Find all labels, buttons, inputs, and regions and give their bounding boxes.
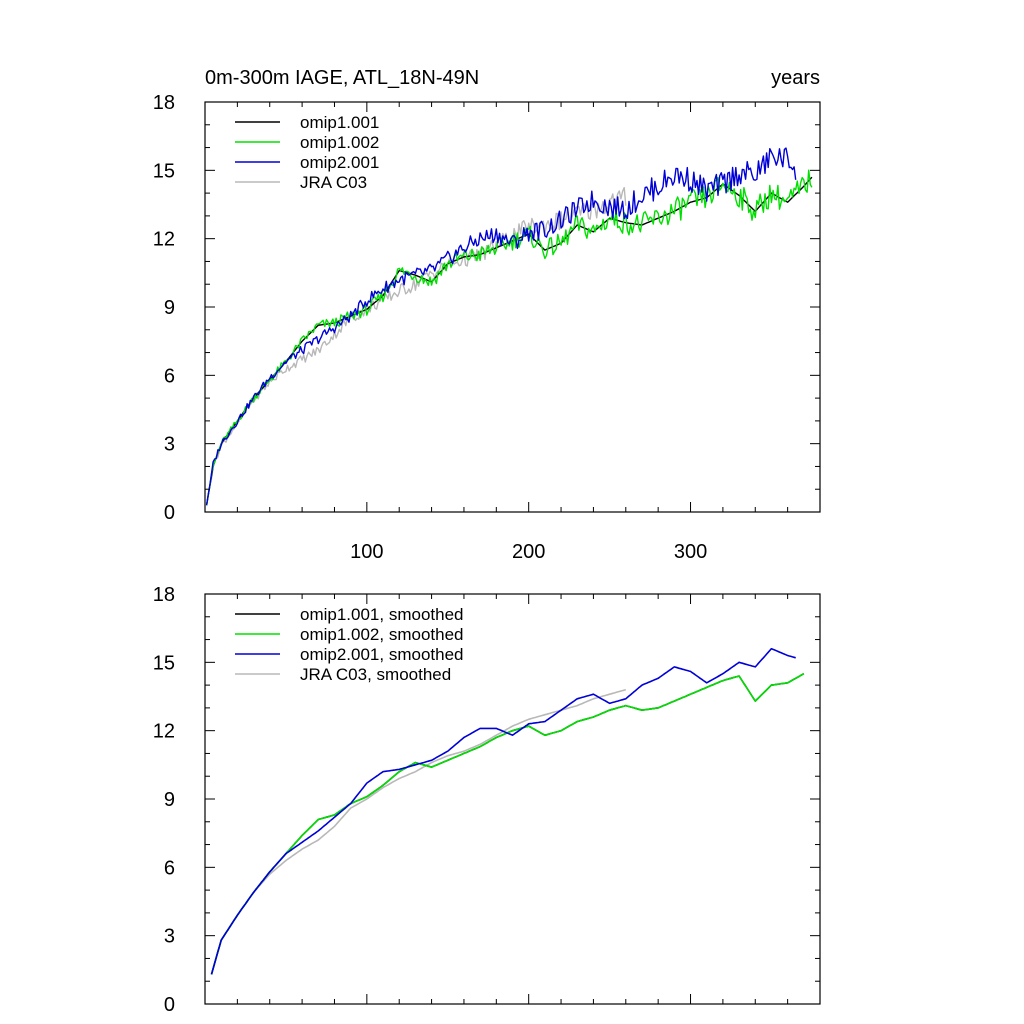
top-chart-panel: 0m-300m IAGE, ATL_18N-49N years 0 3 6 9 12 15 18… (153, 67, 821, 563)
y-tick-label: 12 (153, 229, 175, 251)
y-tick-label: 9 (164, 297, 175, 319)
y-tick-label: 6 (164, 365, 175, 387)
x-tick-label: 300 (674, 541, 707, 563)
series-line-2 (210, 647, 796, 975)
y-tick-label: 3 (164, 926, 175, 948)
series-line-2 (205, 147, 797, 506)
y-tick-label: 0 (164, 502, 175, 524)
legend-label: omip2.001, smoothed (300, 645, 464, 664)
series-lines (210, 647, 805, 975)
y-tick-label: 9 (164, 789, 175, 811)
y-tick-label: 18 (153, 584, 175, 606)
legend-label: omip1.001 (300, 113, 379, 132)
x-tick-label: 100 (350, 541, 383, 563)
x-tick-label: 200 (512, 541, 545, 563)
legend-label: JRA C03 (300, 173, 367, 192)
y-tick-label: 15 (153, 652, 175, 674)
series-line-3 (210, 688, 626, 975)
series-line-3 (205, 186, 627, 506)
y-tick-label: 0 (164, 994, 175, 1016)
y-tick-label: 3 (164, 434, 175, 456)
legend-label: omip1.001, smoothed (300, 605, 464, 624)
y-tick-label: 18 (153, 92, 175, 114)
legend-label: omip2.001 (300, 153, 379, 172)
chart-title: 0m-300m IAGE, ATL_18N-49N (205, 67, 479, 89)
y-tick-label: 12 (153, 721, 175, 743)
y-tick-label: 15 (153, 160, 175, 182)
series-line-1 (205, 169, 813, 506)
y-tick-label: 6 (164, 857, 175, 879)
legend-label: omip1.002, smoothed (300, 625, 464, 644)
chart-units-label: years (771, 67, 820, 89)
series-lines (205, 147, 813, 506)
legend-label: omip1.002 (300, 133, 379, 152)
bottom-chart-panel: 0 3 6 9 12 15 18 omip1.001, smoothedomip1.002, … (153, 584, 821, 1016)
legend-label: JRA C03, smoothed (300, 665, 451, 684)
